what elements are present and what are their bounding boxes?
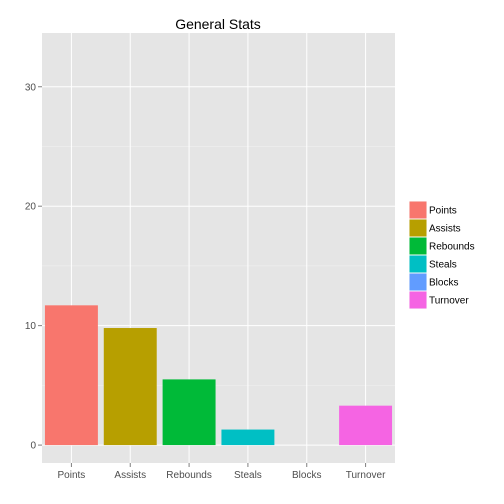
y-tick-label: 10 — [25, 321, 37, 332]
bar-rebounds — [162, 379, 216, 446]
bar-turnover — [339, 405, 393, 446]
x-tick-label: Steals — [234, 470, 262, 481]
plot-panel — [42, 33, 395, 463]
grid-minor — [42, 146, 395, 386]
legend-label: Rebounds — [429, 242, 475, 253]
legend-label: Steals — [429, 260, 457, 271]
chart-title: General Stats — [175, 16, 261, 32]
y-axis: 0 10 20 30 — [25, 82, 42, 452]
legend-swatch-blocks — [409, 273, 427, 291]
legend-label: Turnover — [429, 296, 469, 307]
bar-assists — [103, 328, 157, 446]
y-tick-label: 30 — [25, 82, 37, 93]
bar-steals — [221, 429, 275, 446]
bar-points — [44, 305, 98, 446]
legend-label: Points — [429, 206, 457, 217]
legend-swatch-steals — [409, 255, 427, 273]
x-tick-label: Points — [58, 470, 86, 481]
y-tick-label: 0 — [30, 441, 36, 452]
x-axis: Points Assists Rebounds Steals Blocks Turnove… — [58, 463, 386, 481]
legend-label: Assists — [429, 224, 461, 235]
legend: Points Assists Rebounds Steals Blocks Turnove… — [408, 200, 475, 310]
y-tick-label: 20 — [25, 202, 37, 213]
x-tick-label: Turnover — [346, 470, 386, 481]
legend-swatch-turnover — [409, 291, 427, 309]
legend-swatch-points — [409, 201, 427, 219]
x-tick-label: Assists — [114, 470, 146, 481]
legend-swatch-rebounds — [409, 237, 427, 255]
legend-label: Blocks — [429, 278, 458, 289]
legend-swatch-assists — [409, 219, 427, 237]
x-tick-label: Rebounds — [166, 470, 212, 481]
bars — [44, 305, 393, 446]
x-tick-label: Blocks — [292, 470, 321, 481]
